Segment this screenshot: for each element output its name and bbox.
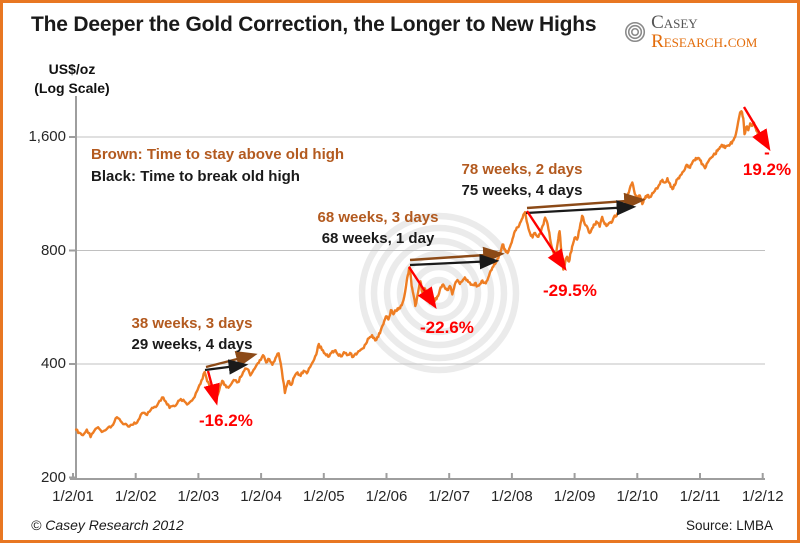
drop-pct-2011-line1: - — [764, 143, 770, 162]
x-tick-label: 1/2/03 — [177, 488, 220, 505]
x-tick-label: 1/2/05 — [302, 488, 345, 505]
copyright-note: © Casey Research 2012 — [31, 517, 184, 533]
annotation-2006-black: 68 weeks, 1 day — [321, 230, 435, 247]
legend-black: Black: Time to break old high — [91, 168, 300, 185]
y-axis-unit-label: US$/oz (Log Scale) — [21, 60, 123, 98]
break-high-arrow-2 — [409, 254, 500, 270]
drop-arrow-2 — [407, 266, 437, 310]
logo-text-research: Research.com — [651, 31, 758, 52]
y-axis-unit-line1: US$/oz — [48, 61, 96, 77]
annotation-2003: 38 weeks, 3 days 29 weeks, 4 days — [117, 313, 267, 355]
x-tick-label: 1/2/06 — [365, 488, 408, 505]
legend-brown: Brown: Time to stay above old high — [91, 146, 345, 163]
drop-arrow-3 — [525, 210, 567, 272]
y-tick-label: 200 — [40, 468, 66, 486]
drop-arrow-1 — [203, 370, 220, 406]
x-tick-label: 1/2/09 — [553, 488, 596, 505]
drop-pct-2011-line2: 19.2% — [742, 160, 792, 179]
gold-price-chart — [69, 96, 771, 480]
y-tick-label: 800 — [40, 241, 66, 259]
logo-text-casey: Casey — [651, 12, 698, 33]
annotation-2006-brown: 68 weeks, 3 days — [317, 209, 439, 226]
x-tick-label: 1/2/08 — [491, 488, 533, 505]
casey-watermark-icon — [358, 212, 520, 374]
x-tick-label: 1/2/04 — [240, 488, 282, 505]
gold-price-line — [74, 110, 764, 439]
gridlines — [76, 136, 765, 365]
page-title: The Deeper the Gold Correction, the Long… — [31, 13, 597, 36]
x-tick-label: 1/2/01 — [52, 488, 94, 505]
annotation-2006: 68 weeks, 3 days 68 weeks, 1 day — [303, 207, 453, 249]
annotation-arrows — [203, 106, 771, 406]
drop-pct-2008: -29.5% — [543, 281, 597, 300]
x-tick-label: 1/2/11 — [679, 488, 721, 505]
drop-pct-2011: - 19.2% — [733, 143, 797, 179]
x-tick-label: 1/2/10 — [616, 488, 659, 505]
x-tick-label: 1/2/07 — [428, 488, 471, 505]
x-tick-label: 1/2/12 — [741, 488, 784, 505]
break-high-arrow-3 — [525, 200, 637, 216]
casey-research-logo: Casey Research.com — [623, 13, 797, 51]
y-tick-label: 400 — [40, 355, 66, 372]
break-high-arrow-1 — [204, 359, 249, 375]
stay-above-arrow-1 — [205, 351, 258, 369]
spiral-logo-icon — [624, 21, 646, 43]
chart-legend: Brown: Time to stay above old high Black… — [91, 144, 344, 188]
annotation-2008-black: 75 weeks, 4 days — [461, 182, 583, 199]
y-tick-label: 1,600 — [28, 128, 66, 145]
annotation-2003-brown: 38 weeks, 3 days — [131, 315, 253, 332]
annotation-2003-black: 29 weeks, 4 days — [131, 336, 253, 353]
annotation-2008-brown: 78 weeks, 2 days — [461, 161, 583, 178]
y-axis-unit-line2: (Log Scale) — [34, 80, 110, 96]
drop-pct-2003: -16.2% — [199, 411, 253, 430]
x-tick-label: 1/2/02 — [114, 488, 157, 505]
source-note: Source: LMBA — [685, 518, 773, 533]
drop-arrow-4 — [742, 106, 771, 152]
drop-pct-2006: -22.6% — [420, 318, 474, 337]
axes — [69, 96, 765, 480]
annotation-2008: 78 weeks, 2 days 75 weeks, 4 days — [447, 159, 597, 201]
